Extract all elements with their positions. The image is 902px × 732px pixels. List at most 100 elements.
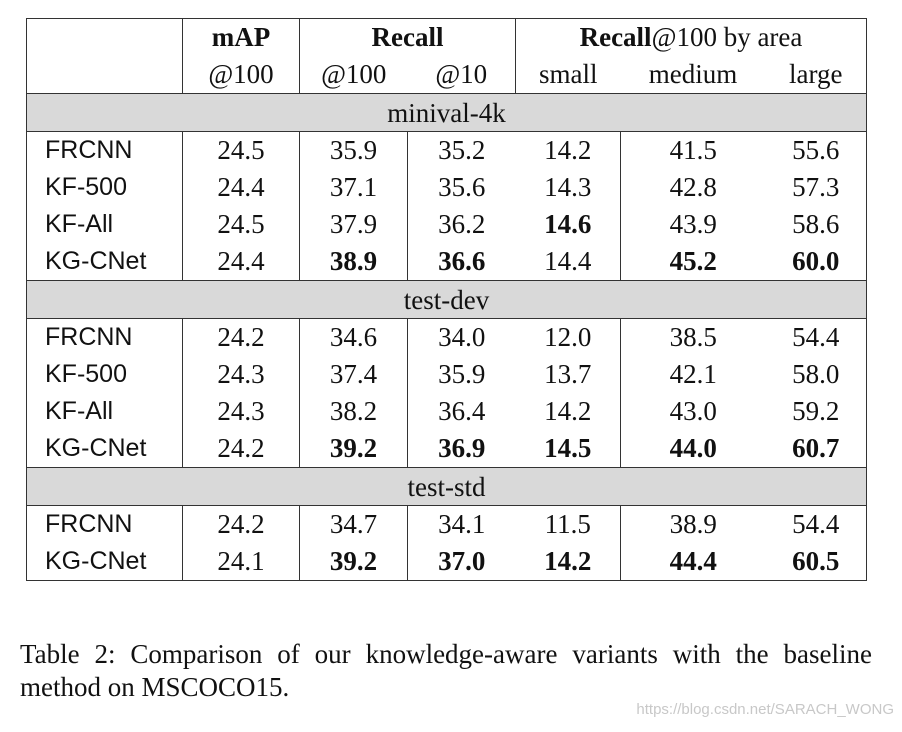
- value-cell: 42.8: [620, 169, 766, 206]
- results-table: mAP Recall Recall@100 by area @100 @100 …: [26, 18, 867, 581]
- value-cell: 44.0: [620, 430, 766, 468]
- value-cell: 12.0: [544, 322, 592, 352]
- value-cell: 39.2: [299, 430, 408, 468]
- value-cell: 35.2: [407, 131, 516, 169]
- value-cell: 43.0: [620, 393, 766, 430]
- value-cell: 37.9: [299, 206, 408, 243]
- value-cell: 38.9: [299, 243, 408, 281]
- header-cell: Recall@100 by area: [515, 18, 867, 56]
- value-cell: 24.2: [182, 318, 300, 356]
- value-cell: 54.4: [792, 322, 840, 352]
- section-title: test-std: [26, 467, 867, 506]
- empty-cell: [27, 19, 183, 57]
- section-row: minival-4k: [26, 93, 867, 132]
- header-cell: mAP: [182, 18, 300, 56]
- value-cell: 37.1: [299, 169, 408, 206]
- header-sub: small: [515, 56, 621, 94]
- data-row: FRCNN 24.5 35.9 35.2 14.2 41.5 55.6: [27, 131, 867, 169]
- value-cell: 24.5: [182, 131, 300, 169]
- value-cell: 38.2: [299, 393, 408, 430]
- data-row: KG-CNet 24.1 39.2 37.0 14.2 44.4 60.5: [27, 543, 867, 581]
- data-row: KG-CNet 24.2 39.2 36.9 14.5 44.0 60.7: [27, 430, 867, 468]
- value-cell: 36.6: [407, 243, 516, 281]
- value-cell: 14.2: [544, 135, 592, 165]
- method-cell: KF-500: [45, 173, 127, 201]
- value-cell: 60.5: [792, 546, 840, 576]
- value-cell: 24.2: [182, 430, 300, 468]
- method-cell: FRCNN: [45, 136, 133, 164]
- section-row: test-dev: [26, 280, 867, 319]
- value-cell: 13.7: [544, 359, 592, 389]
- value-cell: 14.5: [544, 433, 592, 463]
- header-sub: @100: [299, 56, 408, 94]
- method-cell: KF-All: [45, 210, 114, 238]
- value-cell: 43.9: [620, 206, 766, 243]
- value-cell: 34.7: [299, 505, 408, 543]
- header-row: mAP Recall Recall@100 by area: [27, 18, 867, 57]
- method-cell: KG-CNet: [45, 434, 147, 462]
- empty-cell: [26, 56, 183, 94]
- method-cell: FRCNN: [45, 510, 133, 538]
- value-cell: 24.4: [182, 169, 300, 206]
- value-cell: 35.9: [299, 131, 408, 169]
- value-cell: 36.2: [407, 206, 516, 243]
- data-row: FRCNN 24.2 34.6 34.0 12.0 38.5 54.4: [27, 318, 867, 356]
- value-cell: 57.3: [792, 172, 840, 202]
- method-cell: KF-500: [45, 360, 127, 388]
- data-row: FRCNN 24.2 34.7 34.1 11.5 38.9 54.4: [27, 505, 867, 543]
- data-row: KF-All 24.5 37.9 36.2 14.6 43.9 58.6: [27, 206, 867, 243]
- value-cell: 24.2: [182, 505, 300, 543]
- value-cell: 35.9: [407, 356, 516, 393]
- value-cell: 41.5: [620, 131, 766, 169]
- section-row: test-std: [26, 467, 867, 506]
- value-cell: 14.3: [544, 172, 592, 202]
- value-cell: 54.4: [792, 509, 840, 539]
- value-cell: 24.3: [182, 356, 300, 393]
- value-cell: 58.6: [792, 209, 840, 239]
- header-sub: @10: [407, 56, 516, 94]
- value-cell: 59.2: [792, 396, 840, 426]
- value-cell: 24.4: [182, 243, 300, 281]
- value-cell: 36.4: [407, 393, 516, 430]
- value-cell: 37.0: [407, 543, 516, 581]
- header-cell: Recall: [299, 18, 516, 56]
- data-row: KF-500 24.3 37.4 35.9 13.7 42.1 58.0: [27, 356, 867, 393]
- value-cell: 14.2: [544, 396, 592, 426]
- header-sub: medium: [620, 56, 766, 94]
- value-cell: 37.4: [299, 356, 408, 393]
- value-cell: 14.4: [544, 246, 592, 276]
- section-title: minival-4k: [26, 93, 867, 132]
- value-cell: 11.5: [544, 509, 591, 539]
- header-sub: @100: [182, 56, 300, 94]
- method-cell: KG-CNet: [45, 247, 147, 275]
- table-body: mAP Recall Recall@100 by area @100 @100 …: [26, 18, 867, 581]
- caption: Table 2: Comparison of our knowledge-awa…: [20, 639, 872, 702]
- value-cell: 38.9: [620, 505, 766, 543]
- section-title: test-dev: [26, 280, 867, 319]
- watermark: https://blog.csdn.net/SARACH_WONG: [636, 701, 894, 718]
- value-cell: 42.1: [620, 356, 766, 393]
- data-row: KG-CNet 24.4 38.9 36.6 14.4 45.2 60.0: [27, 243, 867, 281]
- value-cell: 14.2: [544, 546, 592, 576]
- value-cell: 36.9: [407, 430, 516, 468]
- value-cell: 60.0: [792, 246, 840, 276]
- value-cell: 34.1: [407, 505, 516, 543]
- value-cell: 55.6: [792, 135, 840, 165]
- value-cell: 24.3: [182, 393, 300, 430]
- method-cell: KG-CNet: [45, 547, 147, 575]
- value-cell: 24.5: [182, 206, 300, 243]
- header-sub: large: [765, 56, 867, 94]
- value-cell: 39.2: [299, 543, 408, 581]
- value-cell: 34.6: [299, 318, 408, 356]
- method-cell: FRCNN: [45, 323, 133, 351]
- value-cell: 24.1: [182, 543, 300, 581]
- value-cell: 34.0: [407, 318, 516, 356]
- data-row: KF-All 24.3 38.2 36.4 14.2 43.0 59.2: [27, 393, 867, 430]
- header-bold: Recall: [579, 22, 652, 52]
- data-row: KF-500 24.4 37.1 35.6 14.3 42.8 57.3: [27, 169, 867, 206]
- value-cell: 60.7: [792, 433, 840, 463]
- value-cell: 35.6: [407, 169, 516, 206]
- value-cell: 58.0: [792, 359, 840, 389]
- method-cell: KF-All: [45, 397, 114, 425]
